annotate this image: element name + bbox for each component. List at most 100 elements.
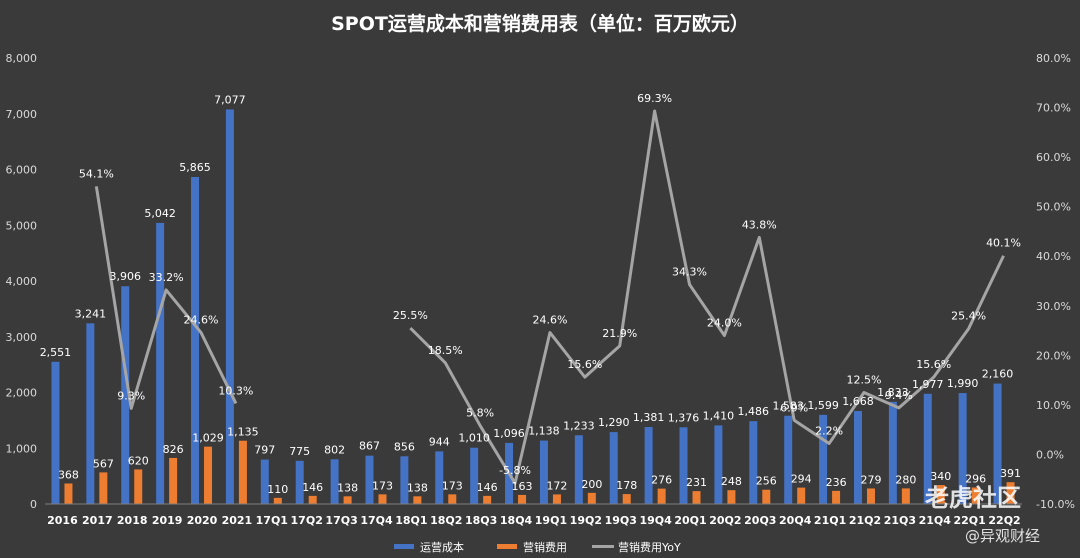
marketing-bar [832, 490, 841, 504]
x-tick-label: 2021 [222, 514, 253, 527]
yoy-label: -5.8% [499, 464, 531, 477]
cost-bar-label: 5,865 [179, 161, 211, 174]
yoy-label: 25.4% [951, 310, 986, 323]
cost-bar [51, 361, 60, 504]
watermark-bottom: @异观财经 [965, 527, 1041, 545]
marketing-bar [797, 487, 806, 504]
chart-title: SPOT运营成本和营销费用表（单位：百万欧元） [331, 12, 749, 35]
cost-bar-label: 944 [429, 435, 450, 448]
right-tick-label: 50.0% [1036, 201, 1071, 214]
cost-bar-label: 797 [254, 444, 275, 457]
yoy-label: 33.2% [149, 271, 184, 284]
cost-bar-label: 1,376 [668, 411, 700, 424]
x-tick-label: 17Q4 [360, 514, 393, 527]
yoy-label: 21.9% [602, 327, 637, 340]
marketing-bar-label: 256 [756, 475, 777, 488]
cost-bar-label: 1,096 [493, 427, 525, 440]
marketing-bar [99, 472, 108, 504]
marketing-bar [518, 494, 527, 504]
cost-bar-label: 3,906 [109, 270, 141, 283]
x-tick-label: 2017 [82, 514, 113, 527]
cost-bar-label: 775 [289, 445, 310, 458]
yoy-label: 6.9% [780, 401, 808, 414]
left-tick-label: 2,000 [6, 387, 38, 400]
x-tick-label: 21Q1 [814, 514, 846, 527]
marketing-bar-label: 173 [442, 479, 463, 492]
marketing-bar [622, 494, 631, 504]
marketing-bar [936, 485, 945, 504]
x-tick-label: 18Q3 [465, 514, 497, 527]
marketing-bar-label: 826 [163, 443, 184, 456]
marketing-bar [866, 488, 875, 504]
marketing-bar-label: 1,135 [227, 426, 259, 439]
marketing-bar [308, 495, 317, 504]
marketing-bar-label: 567 [93, 457, 114, 470]
marketing-bar-label: 178 [616, 479, 637, 492]
marketing-bar-label: 294 [791, 473, 812, 486]
x-tick-label: 22Q1 [954, 514, 986, 527]
cost-bar-label: 1,668 [842, 395, 874, 408]
marketing-bar-label: 280 [895, 473, 916, 486]
yoy-label: 2.2% [815, 425, 843, 438]
yoy-label: 15.6% [567, 358, 602, 371]
marketing-bar [552, 494, 561, 504]
yoy-line [409, 109, 1005, 485]
cost-bar [923, 393, 932, 504]
cost-bar [749, 421, 758, 504]
x-tick-label: 20Q3 [744, 514, 776, 527]
yoy-label: 18.5% [428, 344, 463, 357]
left-tick-label: 0 [30, 498, 37, 511]
right-tick-label: 0.0% [1036, 448, 1064, 461]
yoy-label: 69.3% [637, 92, 672, 105]
legend-label: 运营成本 [420, 540, 464, 554]
x-tick-label: 21Q2 [849, 514, 881, 527]
x-tick-label: 17Q1 [256, 514, 288, 527]
x-tick-label: 18Q4 [500, 514, 533, 527]
cost-bar [365, 455, 374, 504]
marketing-bar [204, 446, 213, 504]
left-tick-label: 1,000 [6, 442, 38, 455]
marketing-bar-label: 146 [477, 481, 498, 494]
yoy-label: 54.1% [79, 167, 114, 180]
x-tick-label: 21Q4 [919, 514, 952, 527]
marketing-bar-label: 296 [965, 472, 986, 485]
cost-bar [853, 411, 862, 504]
marketing-bar-label: 248 [721, 475, 742, 488]
cost-bar-label: 1,410 [703, 409, 735, 422]
marketing-bar-label: 391 [1000, 467, 1021, 480]
cost-bar-label: 1,990 [947, 377, 979, 390]
yoy-label: 24.6% [532, 314, 567, 327]
cost-bar [330, 459, 339, 504]
cost-bar-label: 1,290 [598, 416, 630, 429]
cost-bar-label: 856 [394, 440, 415, 453]
cost-bar-label: 1,833 [877, 386, 909, 399]
right-tick-label: 20.0% [1036, 349, 1071, 362]
yoy-line [94, 186, 238, 410]
x-tick-label: 19Q1 [535, 514, 567, 527]
marketing-bar-label: 236 [826, 476, 847, 489]
marketing-bar-label: 110 [267, 483, 288, 496]
cost-bar-label: 1,010 [458, 432, 490, 445]
right-tick-label: 10.0% [1036, 399, 1071, 412]
x-tick-label: 17Q2 [291, 514, 323, 527]
legend-swatch [497, 544, 517, 549]
cost-bar-label: 5,042 [144, 207, 176, 220]
cost-bar [819, 414, 828, 504]
x-tick-label: 19Q3 [605, 514, 637, 527]
right-tick-label: 80.0% [1036, 52, 1071, 65]
yoy-label: 43.8% [742, 218, 777, 231]
cost-bar-label: 1,138 [528, 425, 560, 438]
marketing-bar [727, 490, 736, 504]
marketing-bar [971, 487, 980, 504]
cost-bar [435, 451, 444, 504]
x-tick-label: 17Q3 [325, 514, 357, 527]
yoy-label: 5.8% [466, 407, 494, 420]
yoy-label: 12.5% [847, 374, 882, 387]
x-tick-label: 2016 [47, 514, 78, 527]
cost-bar [644, 427, 653, 504]
marketing-bar [692, 491, 701, 504]
legend-label: 营销费用 [523, 540, 567, 554]
marketing-bar [413, 496, 422, 504]
x-tick-label: 20Q2 [709, 514, 741, 527]
